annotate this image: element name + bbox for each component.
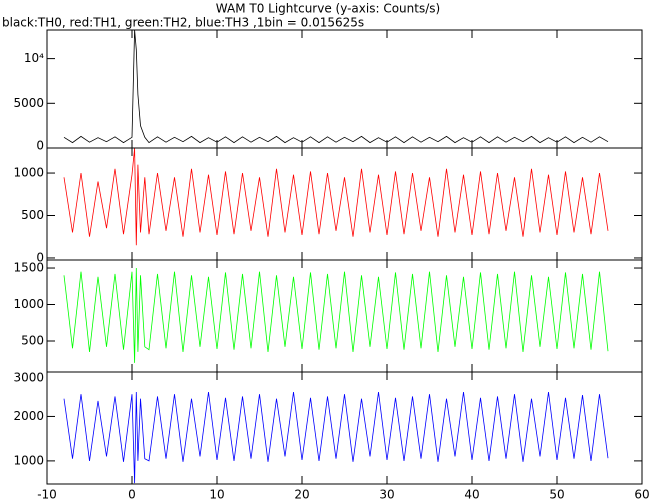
y-tick-label: 3000 [13,371,44,385]
y-tick-label: 5000 [13,96,44,110]
panel-frame [46,371,643,485]
x-tick-label: -10 [37,488,57,502]
y-tick-label: 0 [36,250,44,264]
series-line [63,391,609,484]
y-tick-label: 0 [36,139,44,153]
series-line [63,30,609,144]
series-line [63,267,609,363]
chart-title: WAM T0 Lightcurve (y-axis: Counts/s) [216,2,440,16]
x-tick-label: 0 [128,488,136,502]
x-tick-label: 30 [379,488,394,502]
y-tick-label: 1000 [13,297,44,311]
series-line [63,148,609,246]
y-tick-label: 1500 [13,261,44,275]
y-tick-label: 2000 [13,409,44,423]
y-tick-label: 1000 [13,453,44,467]
chart-subtitle: black:TH0, red:TH1, green:TH2, blue:TH3 … [2,16,364,30]
x-tick-label: 10 [209,488,224,502]
x-tick-label: 50 [549,488,564,502]
y-tick-label: 500 [21,333,44,347]
y-tick-label: 10⁴ [24,51,44,65]
x-tick-label: 60 [634,488,649,502]
y-tick-label: 500 [21,208,44,222]
y-tick-label: 1000 [13,166,44,180]
x-tick-label: 40 [464,488,479,502]
x-tick-label: 20 [294,488,309,502]
